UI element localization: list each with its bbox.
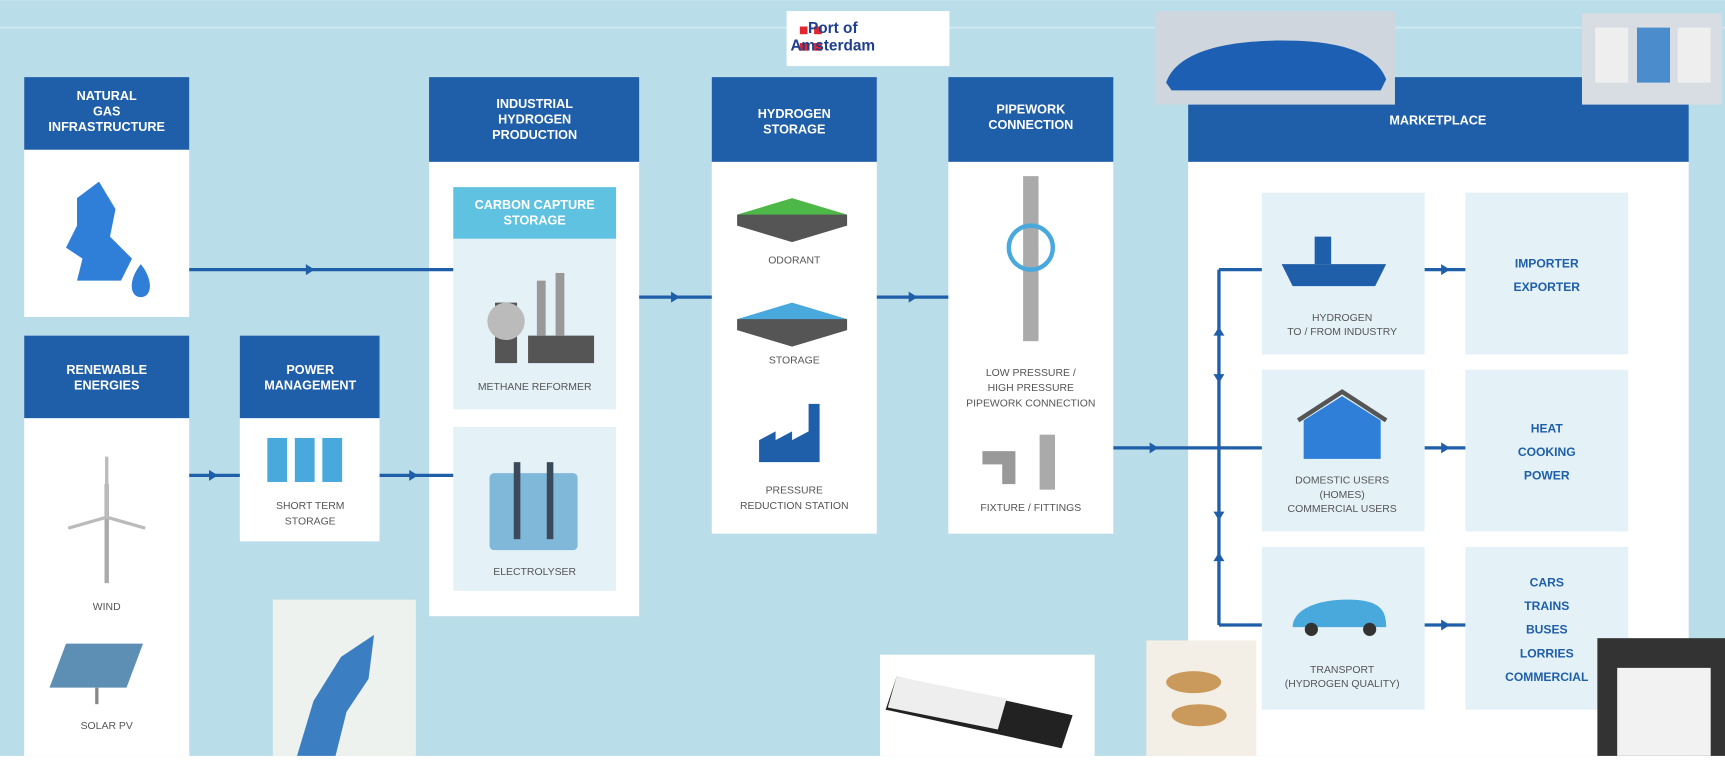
use-label: IMPORTER — [1515, 256, 1579, 270]
stage-title: PRODUCTION — [492, 128, 577, 142]
use-label: EXPORTER — [1514, 280, 1581, 294]
item-label: STORAGE — [769, 356, 820, 367]
user-label: TRANSPORT — [1310, 665, 1375, 676]
item-label: PIPEWORK CONNECTION — [966, 399, 1095, 410]
item-label: ODORANT — [768, 256, 821, 267]
marketplace-title: MARKETPLACE — [1389, 113, 1486, 127]
item-label: FIXTURE / FITTINGS — [980, 503, 1081, 514]
use-label: CARS — [1530, 575, 1564, 589]
item-label: LOW PRESSURE / — [986, 368, 1076, 379]
stage-title: POWER — [286, 363, 334, 377]
user-label: (HYDROGEN QUALITY) — [1285, 679, 1400, 690]
stage-title: CONNECTION — [988, 118, 1073, 132]
stage-title: MANAGEMENT — [264, 379, 356, 393]
user-label: DOMESTIC USERS — [1295, 476, 1389, 487]
stage-title: HYDROGEN — [758, 107, 831, 121]
item-label: SOLAR PV — [81, 721, 133, 732]
stage-title: INFRASTRUCTURE — [48, 120, 165, 134]
use-label: COMMERCIAL — [1505, 670, 1589, 684]
item-label: STORAGE — [504, 214, 566, 228]
use-label: TRAINS — [1524, 599, 1569, 613]
use-label: LORRIES — [1520, 646, 1574, 660]
use-label: POWER — [1524, 469, 1570, 483]
item-label: CARBON CAPTURE — [475, 198, 595, 212]
user-label: TO / FROM INDUSTRY — [1287, 327, 1397, 338]
stage-title: PIPEWORK — [996, 102, 1066, 116]
item-label: PRESSURE — [766, 486, 823, 497]
stage-title: INDUSTRIAL — [496, 97, 573, 111]
item-label: WIND — [93, 602, 121, 613]
item-label: ELECTROLYSER — [493, 567, 576, 578]
stage-title: HYDROGEN — [498, 112, 571, 126]
stage-title: STORAGE — [763, 122, 825, 136]
stage-title: RENEWABLE — [66, 363, 147, 377]
logo-text: Amsterdam — [790, 37, 875, 54]
user-label: HYDROGEN — [1312, 313, 1372, 324]
item-label: STORAGE — [285, 516, 336, 527]
user-label: (HOMES) — [1320, 490, 1365, 501]
page: Port ofAmsterdam NATURAL GASINFRASTRUCTURE… — [0, 0, 1725, 756]
use-label: BUSES — [1526, 623, 1568, 637]
diagram: Port ofAmsterdam NATURAL GASINFRASTRUCTURE… — [0, 0, 1725, 756]
user-label: COMMERCIAL USERS — [1288, 504, 1397, 515]
use-label: COOKING — [1518, 445, 1576, 459]
item-label: REDUCTION STATION — [740, 501, 849, 512]
logo-text: Port of — [808, 20, 858, 37]
item-label: SHORT TERM — [276, 501, 344, 512]
use-label: HEAT — [1531, 421, 1564, 435]
stage-title: ENERGIES — [74, 379, 139, 393]
item-label: METHANE REFORMER — [478, 382, 592, 393]
item-label: HIGH PRESSURE — [988, 383, 1074, 394]
stage-title: GAS — [93, 105, 120, 119]
stage-title: NATURAL — [77, 89, 137, 103]
